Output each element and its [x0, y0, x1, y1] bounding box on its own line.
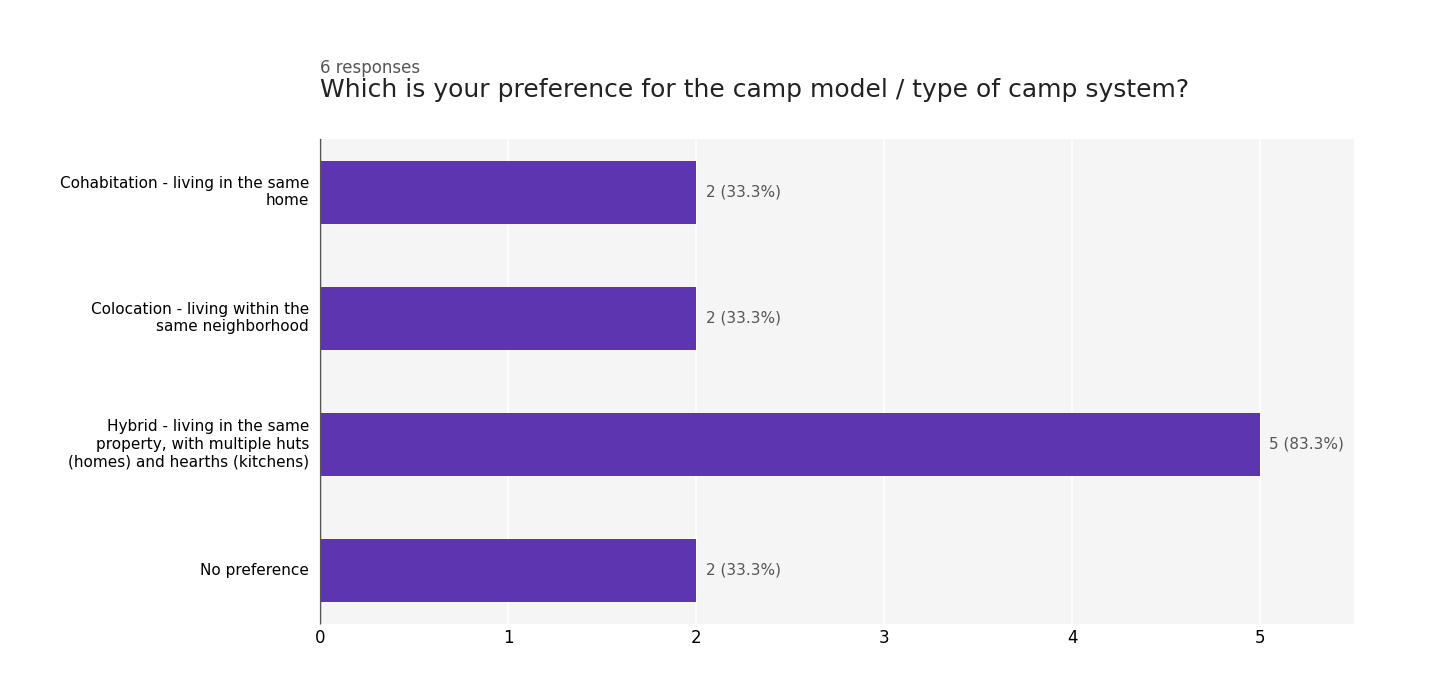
Bar	[320, 412, 1259, 475]
Text: 2 (33.3%): 2 (33.3%)	[706, 184, 780, 200]
Bar	[320, 161, 696, 224]
Text: 2 (33.3%): 2 (33.3%)	[706, 310, 780, 326]
Text: Which is your preference for the camp model / type of camp system?: Which is your preference for the camp mo…	[320, 78, 1190, 102]
Bar	[320, 287, 696, 350]
Text: 5 (83.3%): 5 (83.3%)	[1270, 437, 1344, 452]
Text: 6 responses: 6 responses	[320, 60, 421, 78]
Text: 2 (33.3%): 2 (33.3%)	[706, 563, 780, 578]
Bar	[320, 538, 696, 602]
